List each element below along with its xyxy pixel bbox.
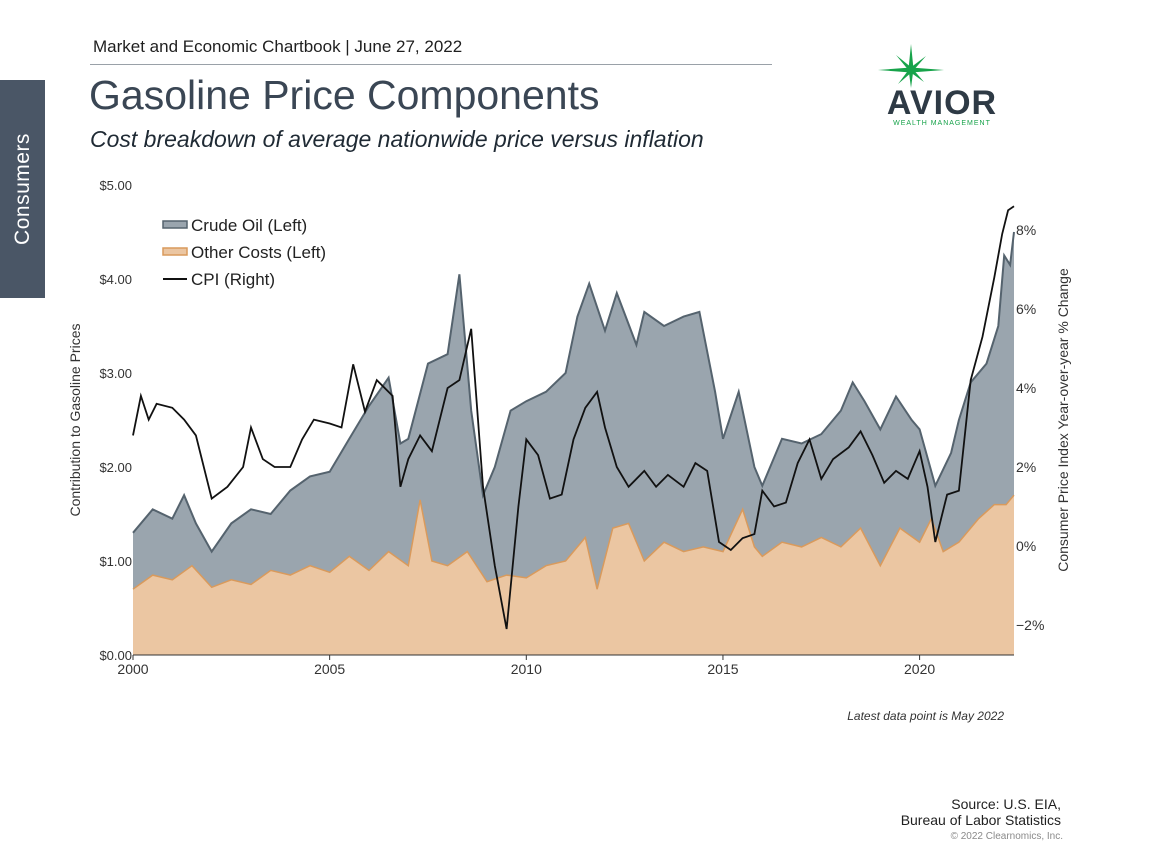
cpi-line-group bbox=[132, 205, 1015, 630]
legend-label: CPI (Right) bbox=[191, 270, 275, 289]
x-tick-label: 2020 bbox=[904, 661, 935, 677]
y-right-tick-label: 8% bbox=[1016, 222, 1036, 238]
x-tick-label: 2015 bbox=[707, 661, 738, 677]
avior-logo: AVIOR WEALTH MANAGEMENT bbox=[878, 44, 1006, 130]
y-left-tick-label: $1.00 bbox=[99, 554, 132, 569]
legend-swatch bbox=[162, 220, 188, 229]
logo-wordmark: AVIOR bbox=[886, 84, 998, 122]
y-right-tick-label: 4% bbox=[1016, 380, 1036, 396]
page-subtitle: Cost breakdown of average nationwide pri… bbox=[90, 126, 704, 152]
side-section-tab: Consumers bbox=[0, 80, 45, 298]
legend-label: Other Costs (Left) bbox=[191, 243, 326, 262]
y-left-tick-label: $3.00 bbox=[99, 366, 132, 381]
x-tick-label: 2010 bbox=[511, 661, 542, 677]
y-left-tick-label: $4.00 bbox=[99, 272, 132, 287]
cpi-line bbox=[132, 205, 1015, 630]
source-line-2: Bureau of Labor Statistics bbox=[900, 812, 1061, 828]
source-text: Source: U.S. EIA, Bureau of Labor Statis… bbox=[901, 796, 1061, 828]
crude-oil-edge-line bbox=[132, 231, 1015, 554]
y-left-tick-label: $2.00 bbox=[99, 460, 132, 475]
axes-group: 2000 2005 2010 2015 2020 $0.00 $1.00 $2.00 $3.00… bbox=[67, 178, 1071, 677]
y-left-axis-label: Contribution to Gasoline Prices bbox=[67, 324, 83, 517]
copyright-text: © 2022 Clearnomics, Inc. bbox=[950, 831, 1063, 842]
page-title: Gasoline Price Components bbox=[89, 72, 600, 118]
y-right-axis-label: Consumer Price Index Year-over-year % Ch… bbox=[1055, 268, 1071, 572]
other-costs-area-group bbox=[132, 494, 1015, 655]
y-right-tick-label: 6% bbox=[1016, 301, 1036, 317]
header-divider bbox=[90, 64, 772, 65]
latest-data-note: Latest data point is May 2022 bbox=[847, 709, 1004, 723]
logo-star-icon bbox=[878, 44, 944, 88]
report-header: Market and Economic Chartbook | June 27,… bbox=[93, 37, 463, 56]
y-right-tick-label: 0% bbox=[1016, 538, 1036, 554]
legend-swatch bbox=[162, 247, 188, 256]
source-line-1: Source: U.S. EIA, bbox=[951, 796, 1061, 812]
y-left-tick-label: $0.00 bbox=[99, 648, 132, 663]
x-tick-label: 2005 bbox=[314, 661, 345, 677]
legend-group: Crude Oil (Left) Other Costs (Left) CPI (R… bbox=[162, 216, 326, 289]
other-costs-edge-line bbox=[132, 494, 1015, 590]
x-tick-label: 2000 bbox=[117, 661, 148, 677]
other-costs-area bbox=[133, 495, 1014, 655]
y-right-tick-label: 2% bbox=[1016, 459, 1036, 475]
y-left-tick-label: $5.00 bbox=[99, 178, 132, 193]
logo-tagline: WEALTH MANAGEMENT bbox=[893, 120, 991, 127]
y-right-tick-label: −2% bbox=[1016, 617, 1044, 633]
legend-label: Crude Oil (Left) bbox=[191, 216, 307, 235]
